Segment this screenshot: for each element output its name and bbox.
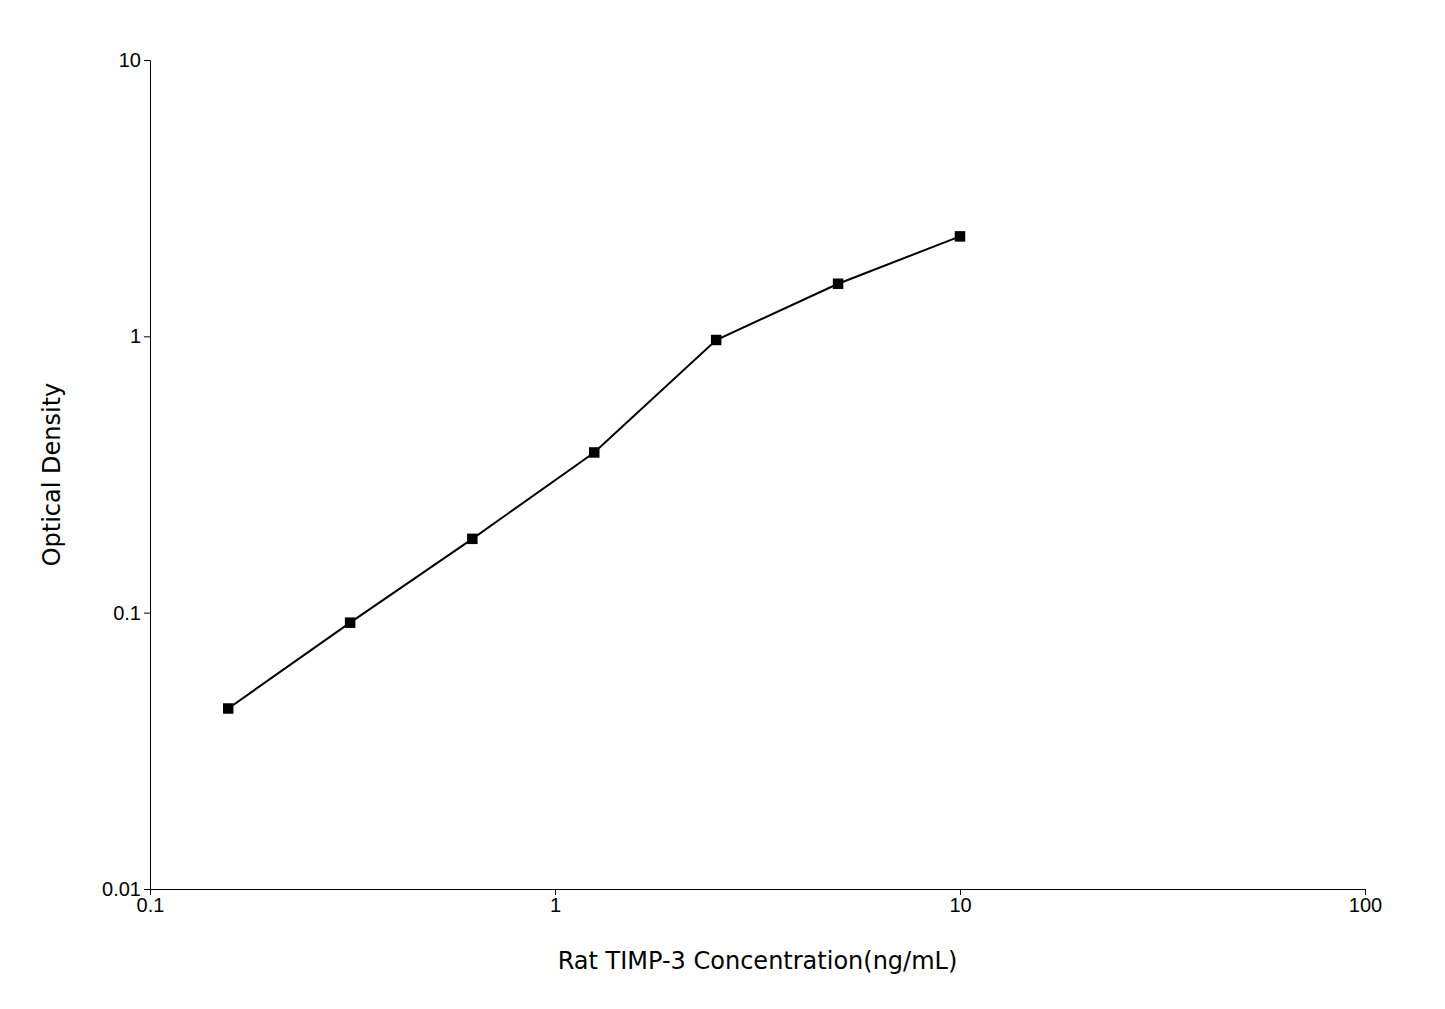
marker xyxy=(589,447,599,457)
tick-mark xyxy=(144,60,150,61)
series xyxy=(223,231,965,714)
tick: 1 xyxy=(130,325,150,347)
marker xyxy=(345,617,355,627)
marker xyxy=(833,278,843,288)
tick-label: 0.1 xyxy=(113,602,141,624)
y-axis-title: Optical Density xyxy=(38,383,66,567)
tick-mark xyxy=(144,613,150,614)
marker xyxy=(223,703,233,713)
axis-line xyxy=(151,890,1366,896)
tick-label: 1 xyxy=(550,894,561,916)
tick-label: 10 xyxy=(949,894,971,916)
x-axis-title: Rat TIMP-3 Concentration(ng/mL) xyxy=(558,947,958,975)
tick-mark xyxy=(144,889,150,890)
tick-label: 1 xyxy=(130,325,141,347)
marker xyxy=(955,231,965,241)
tick-mark xyxy=(144,336,150,337)
chart: 0.1 1 10 100 0.01 0.1 1 10 Rat TIMP-3 Concentrat… xyxy=(0,0,1445,1009)
tick: 0.1 xyxy=(113,602,150,624)
axis-line xyxy=(144,61,151,890)
marker xyxy=(711,335,721,345)
marker xyxy=(467,534,477,544)
tick: 10 xyxy=(949,889,971,916)
tick-label: 100 xyxy=(1349,894,1382,916)
x-axis: 0.1110100 xyxy=(137,889,1383,916)
tick-label: 0.01 xyxy=(102,878,141,900)
tick: 1 xyxy=(550,889,561,916)
plot-area: 0.1 1 10 100 0.01 0.1 1 10 xyxy=(102,49,1382,916)
tick: 100 xyxy=(1349,889,1382,916)
tick: 10 xyxy=(119,49,150,71)
tick: 0.01 xyxy=(102,878,150,900)
y-axis: 0.01 0.1 1 10 xyxy=(102,49,150,900)
tick-label: 10 xyxy=(119,49,141,71)
line xyxy=(228,236,960,708)
